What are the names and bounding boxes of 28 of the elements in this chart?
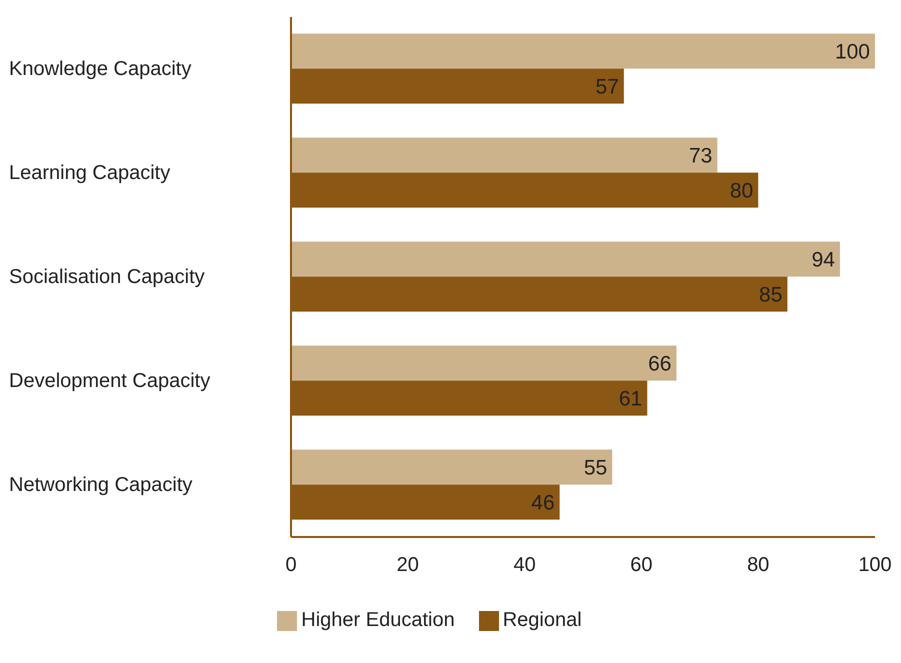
- y-tick-label: Socialisation Capacity: [9, 266, 205, 288]
- bar: [291, 450, 612, 485]
- data-label: 61: [618, 388, 642, 411]
- data-label: 66: [648, 352, 672, 376]
- x-tick-label: 80: [747, 554, 770, 576]
- data-label: 100: [834, 40, 870, 64]
- bar: [291, 34, 875, 69]
- bar: [291, 242, 840, 277]
- bar: [291, 138, 718, 173]
- data-label: 57: [596, 76, 619, 99]
- y-tick-label: Development Capacity: [9, 370, 210, 392]
- x-tick-label: 40: [513, 554, 536, 576]
- y-tick-label: Networking Capacity: [9, 474, 192, 496]
- legend-label: Regional: [502, 609, 582, 631]
- data-label: 46: [531, 492, 555, 515]
- y-tick-label: Knowledge Capacity: [9, 58, 192, 80]
- data-label: 55: [584, 456, 608, 480]
- x-tick-label: 100: [858, 554, 892, 576]
- bar: [291, 346, 676, 381]
- legend-label: Higher Education: [301, 609, 455, 631]
- x-tick-label: 20: [396, 554, 419, 576]
- x-tick-label: 0: [285, 554, 297, 576]
- x-tick-label: 60: [630, 554, 653, 576]
- data-label: 80: [730, 180, 754, 203]
- data-label: 94: [812, 248, 836, 272]
- y-tick-label: Learning Capacity: [9, 162, 170, 184]
- data-label: 73: [688, 144, 712, 168]
- data-label: 85: [759, 284, 782, 307]
